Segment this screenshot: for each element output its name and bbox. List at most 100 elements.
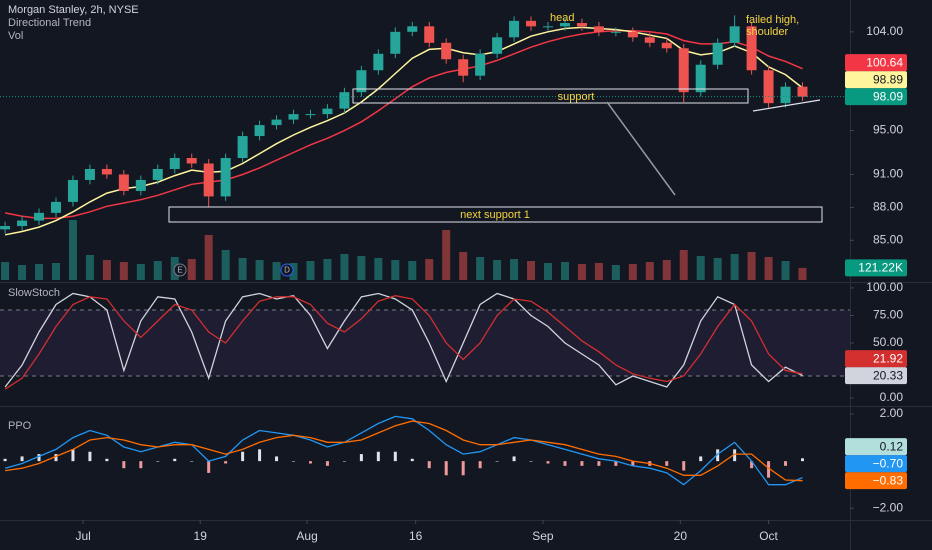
histogram-bar xyxy=(461,461,465,476)
candle-body xyxy=(407,26,418,32)
x-tick-label: Oct xyxy=(759,529,778,543)
volume-bar xyxy=(255,260,264,280)
last-value-tag xyxy=(845,350,907,368)
candle-body xyxy=(797,86,808,97)
histogram-bar xyxy=(37,454,41,462)
histogram-bar xyxy=(3,458,7,462)
histogram-bar xyxy=(427,461,431,469)
candle-body xyxy=(152,168,163,180)
volume-bar xyxy=(272,262,281,280)
y-tick-label: 2.00 xyxy=(880,406,904,420)
last-value-label: 121.22K xyxy=(858,261,903,275)
candle-body xyxy=(390,31,401,54)
volume-bar xyxy=(289,263,298,280)
candle-body xyxy=(135,179,146,191)
histogram-bar xyxy=(275,456,279,462)
histogram-bar xyxy=(767,461,771,478)
histogram-bar xyxy=(359,454,363,462)
histogram-bar xyxy=(173,458,177,462)
volume-bar xyxy=(238,258,247,280)
candle-body xyxy=(610,31,621,33)
volume-bar xyxy=(628,264,637,280)
candle-body xyxy=(424,26,435,43)
stoch-band xyxy=(0,310,850,376)
indicator-line xyxy=(4,292,803,388)
candle-body xyxy=(763,70,774,104)
candle-body xyxy=(0,226,11,230)
candle-body xyxy=(373,53,384,71)
earnings-marker xyxy=(173,263,187,277)
volume-bar xyxy=(187,259,196,280)
histogram-bar xyxy=(750,461,754,469)
histogram-bar xyxy=(495,461,499,462)
histogram-bar xyxy=(393,451,397,462)
candle-body xyxy=(101,168,112,175)
volume-bar xyxy=(544,263,553,280)
histogram-bar xyxy=(241,451,245,462)
candle-body xyxy=(17,220,28,227)
candle-body xyxy=(220,158,231,197)
x-tick-label: 16 xyxy=(409,529,423,543)
histogram-bar xyxy=(105,458,109,462)
volume-bar xyxy=(577,264,586,280)
last-value-label: 20.33 xyxy=(873,368,903,382)
histogram-bar xyxy=(410,458,414,462)
candle-body xyxy=(288,114,299,120)
volume-bar xyxy=(798,267,807,280)
volume-bar xyxy=(560,262,569,280)
plot-layer: Jul 19 Aug 16 Sep 20 Oct 104.00 95.00 91.00 88.00 8… xyxy=(0,15,907,543)
histogram-bar xyxy=(699,456,703,462)
volume-bar xyxy=(18,265,27,280)
next-support-box xyxy=(168,206,823,223)
volume-bar xyxy=(374,258,383,280)
last-value-label: 98.09 xyxy=(873,89,903,103)
trend-arrow xyxy=(606,101,676,196)
histogram-bar xyxy=(478,461,482,469)
volume-bar xyxy=(696,256,705,280)
x-tick-label: Jul xyxy=(75,529,90,543)
volume-bar xyxy=(408,261,417,280)
indicator-line xyxy=(4,415,803,486)
histogram-bar xyxy=(716,449,720,462)
candle-body xyxy=(305,114,316,116)
candle-body xyxy=(186,158,197,164)
histogram-bar xyxy=(122,461,126,469)
earnings-marker-label: E xyxy=(177,266,182,275)
candle-body xyxy=(84,168,95,180)
annotation: support xyxy=(558,91,595,103)
volume-bar xyxy=(306,261,315,280)
candle-body xyxy=(695,64,706,93)
last-value-label: 100.64 xyxy=(866,55,903,69)
histogram-bar xyxy=(342,461,346,462)
volume-bar xyxy=(1,262,10,280)
histogram-bar xyxy=(784,461,788,466)
last-value-label: 21.92 xyxy=(873,351,903,365)
volume-bar xyxy=(679,250,688,280)
volume-bar xyxy=(357,256,366,280)
volume-bar xyxy=(527,261,536,280)
y-tick-label: 0.00 xyxy=(880,390,904,404)
candle-body xyxy=(644,37,655,43)
y-tick-label: 100.00 xyxy=(866,280,903,294)
histogram-bar xyxy=(190,461,194,462)
volume-bar xyxy=(730,254,739,280)
x-tick-label: 20 xyxy=(674,529,688,543)
histogram-bar xyxy=(529,461,533,462)
histogram-bar xyxy=(597,461,601,466)
candle-body xyxy=(509,20,520,38)
candle-body xyxy=(356,70,367,93)
volume-bar xyxy=(425,259,434,280)
candle-body xyxy=(271,119,282,126)
volume-bar xyxy=(68,220,77,280)
dividend-marker xyxy=(280,263,294,277)
indicator-label: PPO xyxy=(8,420,32,432)
candle-body xyxy=(543,26,554,28)
candle-body xyxy=(203,163,214,197)
volume-bar xyxy=(391,260,400,280)
volume-bar xyxy=(459,252,468,280)
histogram-bar xyxy=(224,461,228,464)
volume-bar xyxy=(713,258,722,280)
histogram-bar xyxy=(682,461,686,471)
volume-bar xyxy=(781,261,790,280)
histogram-bar xyxy=(88,451,92,462)
